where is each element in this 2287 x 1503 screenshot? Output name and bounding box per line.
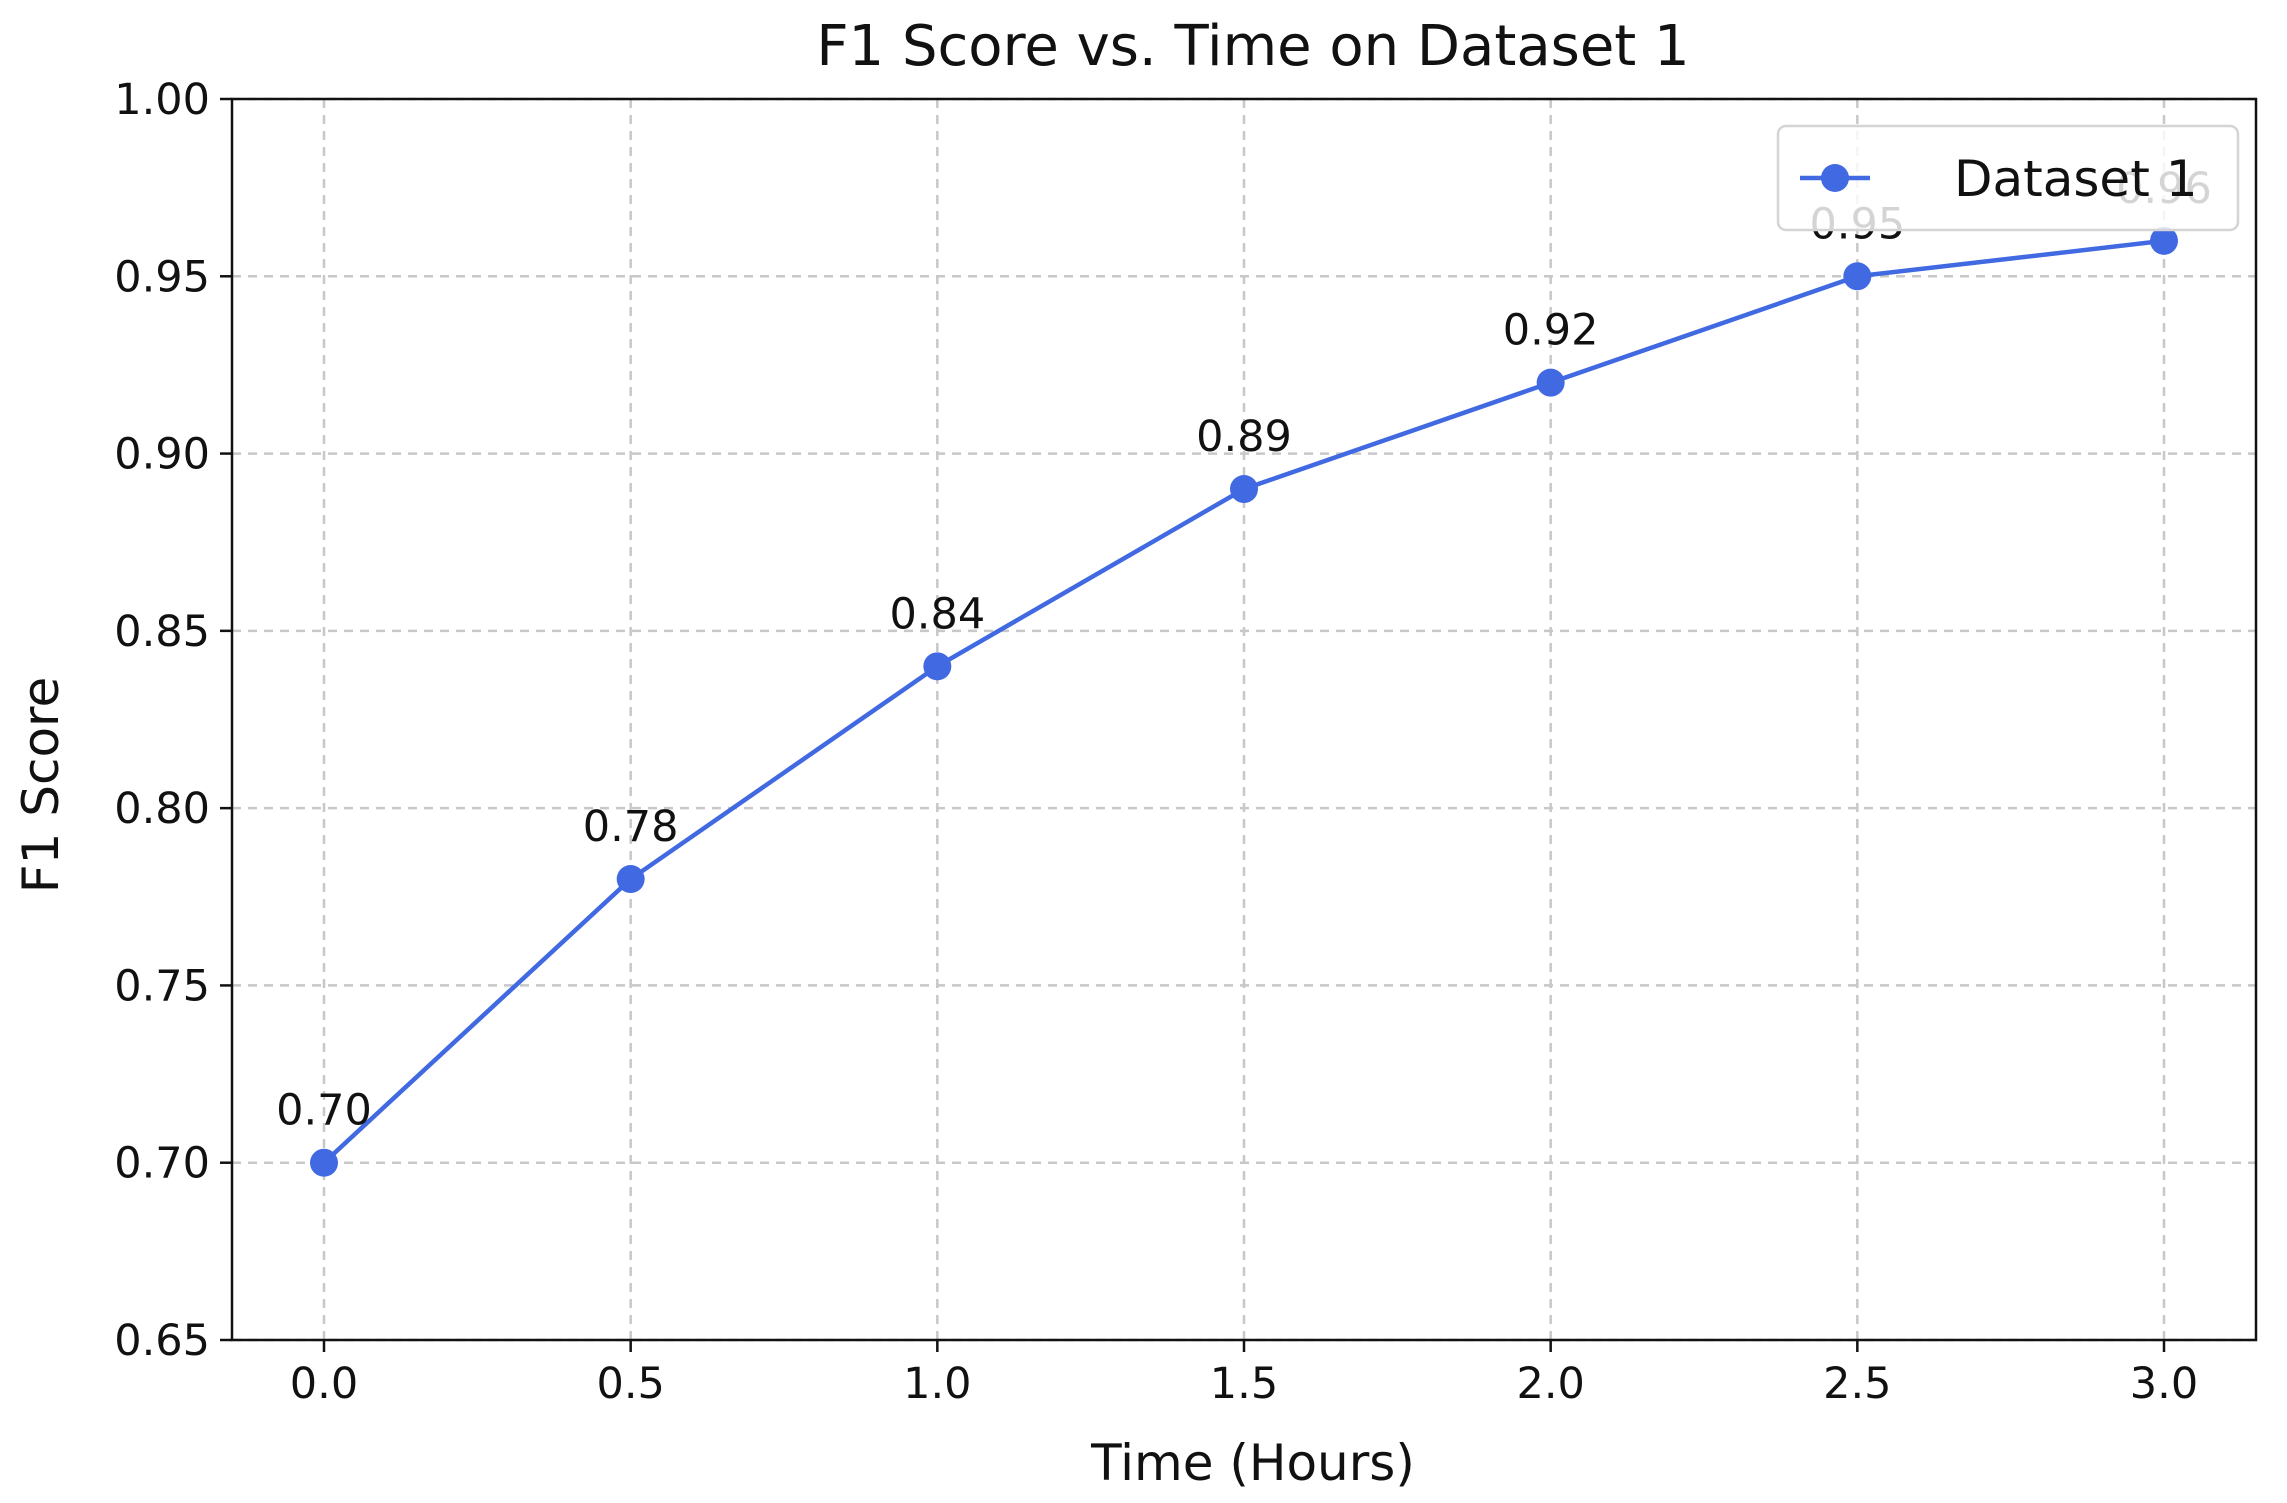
x-axis-label: Time (Hours)	[1090, 1434, 1415, 1492]
x-tick-label: 1.5	[1210, 1359, 1278, 1409]
y-tick-label: 0.70	[114, 1139, 210, 1189]
x-tick-label: 2.0	[1516, 1359, 1584, 1409]
chart-title: F1 Score vs. Time on Dataset 1	[816, 14, 1689, 79]
plot-frame	[230, 97, 2258, 1342]
data-point	[1536, 368, 1565, 397]
y-tick-label: 0.75	[114, 961, 210, 1011]
y-tick-label: 0.80	[114, 784, 210, 834]
y-tick-label: 0.95	[114, 252, 210, 302]
data-point	[310, 1148, 338, 1177]
x-tick-label: 1.0	[903, 1359, 971, 1409]
data-label: 0.92	[1503, 306, 1599, 356]
y-tick-label: 0.90	[114, 430, 210, 480]
axes: 0.0 0.5 1.0 1.5 2.0 2.5 3.0 0.65 0.70 0.75 0.80 0.8…	[114, 75, 2258, 1409]
x-tick-label: 2.5	[1823, 1359, 1891, 1409]
y-axis-label: F1 Score	[12, 677, 70, 894]
grid	[232, 97, 2256, 1342]
data-point	[1843, 262, 1872, 291]
data-label: 0.70	[276, 1086, 372, 1136]
x-tick-label: 0.0	[290, 1359, 358, 1409]
y-tick-label: 0.65	[114, 1316, 210, 1366]
series	[310, 226, 2178, 1177]
x-tick-label: 0.5	[596, 1359, 664, 1409]
data-point	[616, 865, 645, 894]
x-tick-label: 3.0	[2130, 1359, 2198, 1409]
y-tick-label: 0.85	[114, 607, 210, 657]
data-point	[2150, 226, 2178, 255]
y-tick-label: 1.00	[114, 75, 210, 125]
data-label: 0.78	[583, 802, 679, 852]
data-label: 0.89	[1196, 412, 1292, 462]
legend-box	[1776, 124, 2240, 232]
legend-marker	[1821, 164, 1849, 192]
data-point	[1230, 475, 1258, 504]
legend-label: Dataset 1	[1954, 150, 2198, 208]
data-label: 0.84	[889, 589, 985, 639]
legend: Dataset 1	[1776, 124, 2240, 232]
data-point	[923, 652, 952, 681]
